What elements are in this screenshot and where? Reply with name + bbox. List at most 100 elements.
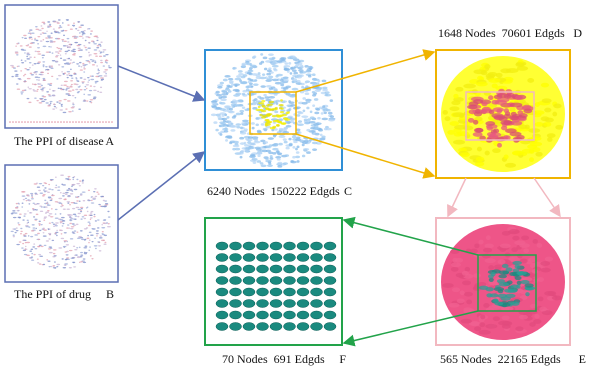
network-node — [31, 195, 33, 197]
network-node — [57, 52, 60, 54]
network-node — [59, 109, 63, 111]
network-node — [472, 119, 479, 125]
network-node — [49, 199, 53, 202]
network-node — [463, 83, 476, 89]
network-node — [42, 235, 47, 237]
network-node — [105, 72, 107, 75]
network-node — [485, 73, 496, 79]
network-node — [20, 227, 23, 230]
network-node — [80, 251, 84, 254]
network-node — [78, 26, 82, 28]
network-node — [65, 62, 70, 64]
network-node — [235, 112, 241, 116]
network-node — [21, 121, 23, 123]
network-node — [92, 97, 96, 100]
network-node — [15, 202, 18, 205]
network-node — [67, 94, 71, 97]
network-node — [315, 108, 321, 111]
network-node — [219, 101, 226, 105]
network-node — [292, 155, 296, 159]
network-node — [512, 235, 520, 241]
network-node — [89, 75, 92, 77]
network-node — [81, 121, 83, 123]
network-node — [18, 241, 22, 243]
network-node — [26, 254, 30, 257]
network-node — [67, 202, 70, 204]
network-node — [323, 299, 337, 308]
network-node — [47, 83, 51, 85]
network-node — [98, 43, 102, 46]
network-node — [278, 107, 283, 110]
network-node — [57, 47, 61, 50]
network-node — [34, 76, 39, 78]
network-node — [308, 120, 316, 124]
network-node — [82, 200, 86, 202]
network-node — [231, 83, 235, 87]
network-node — [38, 189, 41, 192]
network-node — [493, 287, 505, 292]
network-node — [256, 253, 269, 262]
network-node — [31, 196, 34, 199]
network-node — [519, 258, 528, 264]
network-node — [268, 67, 272, 70]
network-node — [44, 212, 48, 214]
network-node — [52, 223, 56, 225]
network-node — [54, 232, 57, 234]
network-node — [30, 121, 32, 123]
network-node — [245, 85, 250, 89]
network-node — [66, 258, 70, 261]
network-node — [107, 225, 111, 228]
network-node — [301, 115, 309, 118]
network-node — [290, 103, 296, 107]
network-node — [55, 184, 58, 187]
network-node — [48, 232, 52, 235]
network-node — [260, 139, 266, 143]
network-node — [321, 117, 329, 121]
network-node — [89, 85, 93, 87]
network-node — [74, 97, 77, 99]
network-node — [38, 102, 43, 104]
network-node — [525, 292, 530, 297]
network-node — [42, 228, 45, 231]
network-node — [16, 54, 19, 56]
network-node — [47, 72, 50, 75]
network-node — [270, 62, 278, 65]
network-node — [265, 125, 271, 129]
network-node — [66, 224, 70, 226]
network-node — [26, 241, 30, 244]
network-node — [62, 45, 67, 47]
network-node — [256, 299, 269, 308]
network-node — [48, 215, 51, 217]
network-node — [42, 263, 46, 266]
network-node — [93, 96, 97, 98]
network-node — [32, 246, 36, 248]
network-node — [93, 121, 95, 123]
network-node — [62, 222, 65, 225]
network-node — [253, 83, 259, 86]
network-node — [503, 108, 510, 114]
network-node — [54, 201, 59, 203]
network-node — [70, 83, 73, 86]
network-node — [80, 254, 84, 256]
network-node — [59, 229, 63, 232]
network-node — [306, 151, 311, 154]
network-node — [87, 234, 89, 237]
network-node — [43, 216, 48, 218]
network-node — [69, 214, 73, 216]
network-node — [104, 200, 108, 202]
network-node — [77, 65, 81, 67]
network-node — [244, 108, 250, 112]
network-node — [15, 73, 19, 76]
network-node — [501, 263, 509, 269]
network-node — [227, 110, 234, 113]
network-node — [56, 101, 59, 103]
network-node — [85, 49, 88, 51]
network-node — [45, 121, 47, 123]
network-node — [323, 111, 327, 115]
network-node — [67, 90, 72, 92]
network-node — [301, 141, 308, 145]
network-node — [66, 37, 70, 40]
network-node — [268, 108, 275, 111]
network-node — [86, 206, 89, 208]
